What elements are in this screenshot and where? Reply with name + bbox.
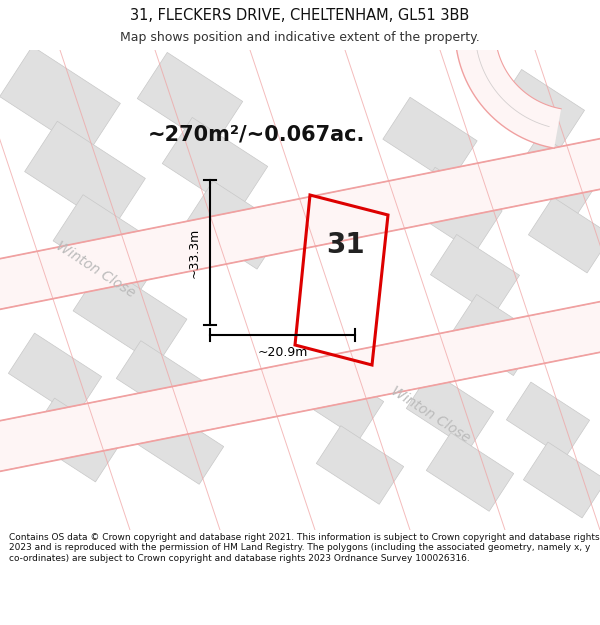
Text: Map shows position and indicative extent of the property.: Map shows position and indicative extent…: [120, 31, 480, 44]
Text: Winton Close: Winton Close: [388, 384, 472, 446]
Text: ~33.3m: ~33.3m: [187, 228, 200, 278]
Polygon shape: [430, 234, 520, 316]
Polygon shape: [0, 299, 600, 474]
Polygon shape: [186, 181, 284, 269]
Polygon shape: [496, 69, 584, 151]
Text: 31: 31: [326, 231, 364, 259]
Polygon shape: [408, 168, 502, 252]
Polygon shape: [8, 333, 101, 417]
Polygon shape: [296, 361, 384, 439]
Polygon shape: [73, 265, 187, 365]
PathPatch shape: [455, 9, 561, 148]
Text: Contains OS data © Crown copyright and database right 2021. This information is : Contains OS data © Crown copyright and d…: [9, 533, 599, 562]
Polygon shape: [316, 426, 404, 504]
Polygon shape: [53, 195, 167, 295]
Polygon shape: [514, 134, 600, 216]
Polygon shape: [25, 121, 145, 229]
Polygon shape: [426, 432, 514, 511]
Polygon shape: [162, 118, 268, 212]
Text: 31, FLECKERS DRIVE, CHELTENHAM, GL51 3BB: 31, FLECKERS DRIVE, CHELTENHAM, GL51 3BB: [130, 8, 470, 22]
Text: ~270m²/~0.067ac.: ~270m²/~0.067ac.: [148, 125, 365, 145]
Polygon shape: [137, 52, 243, 148]
Polygon shape: [0, 136, 600, 312]
Polygon shape: [529, 197, 600, 273]
Text: ~20.9m: ~20.9m: [257, 346, 308, 359]
Polygon shape: [406, 371, 494, 449]
Polygon shape: [0, 46, 121, 154]
Polygon shape: [136, 406, 224, 484]
Polygon shape: [451, 294, 539, 376]
Polygon shape: [523, 442, 600, 518]
Polygon shape: [116, 341, 204, 419]
Polygon shape: [383, 98, 477, 182]
Text: Winton Close: Winton Close: [53, 239, 137, 301]
Polygon shape: [506, 382, 590, 458]
Polygon shape: [28, 398, 122, 482]
